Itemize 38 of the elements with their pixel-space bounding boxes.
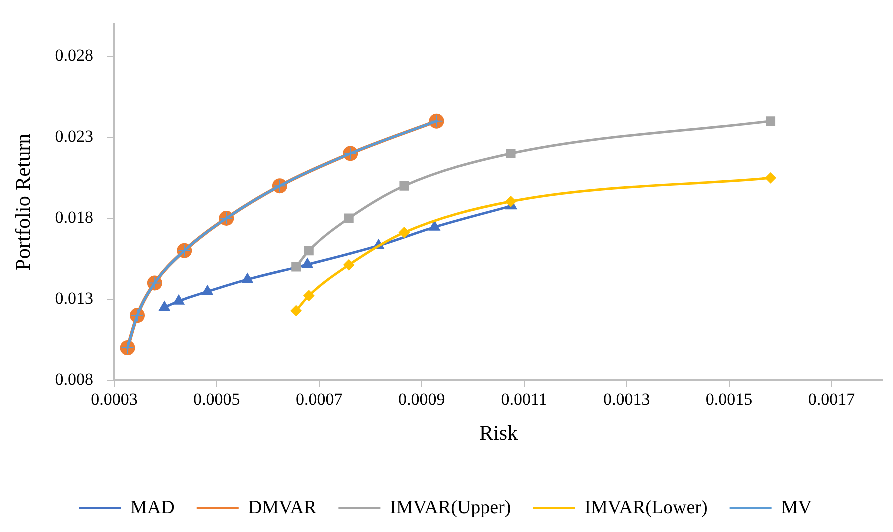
x-tick-label: 0.0003 — [91, 390, 138, 410]
y-tick-label: 0.013 — [55, 288, 94, 308]
x-axis-title: Risk — [479, 420, 518, 445]
point — [202, 285, 214, 296]
y-tick-label: 0.023 — [55, 127, 94, 146]
x-tick-label: 0.0005 — [194, 390, 240, 410]
point — [292, 262, 302, 272]
point — [765, 172, 776, 184]
point — [344, 214, 354, 224]
x-tick-label: 0.0007 — [296, 390, 344, 410]
point — [290, 305, 302, 316]
point — [304, 246, 314, 256]
y-tick-label: 0.018 — [55, 208, 94, 227]
point — [242, 273, 254, 284]
x-tick-label: 0.0011 — [501, 390, 548, 410]
legend-label: IMVAR(Lower) — [584, 497, 708, 518]
legend-label: MV — [781, 497, 812, 518]
legend-label: IMVAR(Upper) — [390, 497, 512, 518]
x-tick-label: 0.0017 — [808, 390, 856, 410]
point — [766, 116, 776, 126]
point — [344, 260, 355, 271]
y-tick-label: 0.008 — [55, 370, 94, 389]
point — [428, 220, 440, 231]
point — [302, 258, 314, 268]
point — [304, 290, 315, 302]
point — [506, 196, 517, 208]
x-tick-label: 0.0013 — [603, 390, 650, 410]
x-tick-label: 0.0015 — [706, 390, 753, 410]
point — [400, 181, 410, 191]
point — [173, 294, 185, 305]
y-axis-title: Portfolio Return — [11, 133, 36, 271]
y-tick-label: 0.028 — [55, 46, 94, 66]
point — [398, 227, 410, 238]
point — [158, 301, 170, 312]
legend-label: DMVAR — [248, 497, 317, 518]
legend-label: MAD — [130, 497, 175, 518]
x-tick-label: 0.0009 — [398, 390, 446, 410]
point — [506, 148, 516, 158]
